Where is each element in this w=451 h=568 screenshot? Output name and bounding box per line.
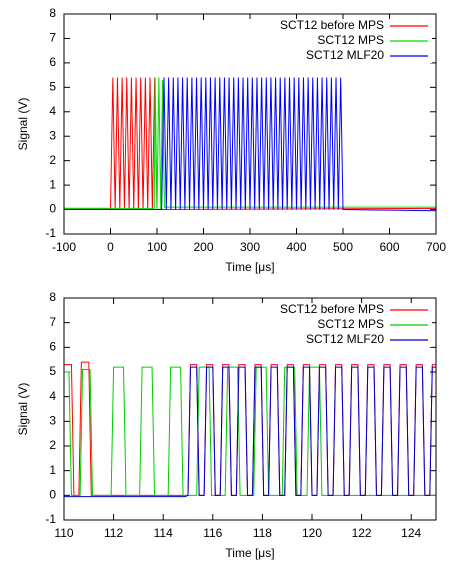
legend-bg: [236, 49, 432, 63]
y-tick-label: 4: [49, 104, 56, 118]
series-line: [64, 77, 436, 210]
x-tick-label: 116: [203, 526, 222, 540]
legend-label: SCT12 MLF20: [306, 332, 384, 346]
series-line: [64, 361, 436, 496]
y-tick-label: 3: [49, 414, 56, 428]
legend-label: SCT12 MPS: [317, 317, 384, 331]
x-tick-label: 400: [286, 240, 306, 254]
series-line: [64, 77, 436, 212]
x-tick-label: 200: [193, 240, 213, 254]
x-tick-label: 120: [302, 526, 322, 540]
x-tick-label: 700: [426, 240, 446, 254]
series-line: [64, 366, 436, 498]
x-tick-label: 114: [154, 526, 173, 540]
y-tick-label: 8: [49, 290, 56, 304]
x-tick-label: 500: [333, 240, 353, 254]
plot-frame: [63, 13, 437, 235]
x-tick-label: 122: [352, 526, 372, 540]
x-tick-label: 110: [54, 526, 73, 540]
y-tick-label: 5: [49, 364, 56, 378]
y-tick-label: 6: [49, 55, 56, 69]
legend-bg: [236, 333, 432, 347]
y-tick-label: -1: [45, 512, 56, 526]
x-tick-label: 112: [104, 526, 123, 540]
x-tick-label: 118: [253, 526, 272, 540]
y-tick-label: 3: [49, 128, 56, 142]
y-tick-label: 1: [49, 463, 56, 477]
legend-bg: [236, 318, 432, 332]
legend-bg: [236, 303, 432, 317]
legend-label: SCT12 before MPS: [280, 18, 384, 32]
plot-frame: [63, 297, 437, 521]
y-tick-label: 2: [49, 438, 56, 452]
y-tick-label: -1: [45, 226, 56, 240]
y-tick-label: 0: [49, 488, 56, 502]
y-tick-label: 2: [49, 153, 56, 167]
y-axis-label: Signal (V): [16, 98, 30, 151]
x-tick-label: 600: [379, 240, 399, 254]
y-tick-label: 8: [49, 6, 56, 20]
y-tick-label: 0: [49, 202, 56, 216]
y-tick-label: 7: [49, 315, 56, 329]
y-tick-label: 1: [49, 177, 56, 191]
y-tick-label: 5: [49, 80, 56, 94]
x-axis-label: Time [μs]: [225, 260, 274, 274]
x-tick-label: 300: [240, 240, 260, 254]
y-tick-label: 7: [49, 31, 56, 45]
series-line: [64, 366, 436, 496]
y-axis-label: Signal (V): [16, 383, 30, 436]
legend-label: SCT12 MLF20: [306, 48, 384, 62]
x-tick-label: 124: [401, 526, 421, 540]
y-tick-label: 6: [49, 340, 56, 354]
legend-label: SCT12 MPS: [317, 33, 384, 47]
series-line: [64, 77, 436, 212]
x-tick-label: 0: [107, 240, 114, 254]
y-tick-label: 4: [49, 389, 56, 403]
x-tick-label: -100: [52, 240, 76, 254]
x-tick-label: 100: [147, 240, 167, 254]
x-axis-label: Time [μs]: [225, 546, 274, 560]
legend-bg: [236, 34, 432, 48]
legend-bg: [236, 19, 432, 33]
legend-label: SCT12 before MPS: [280, 302, 384, 316]
